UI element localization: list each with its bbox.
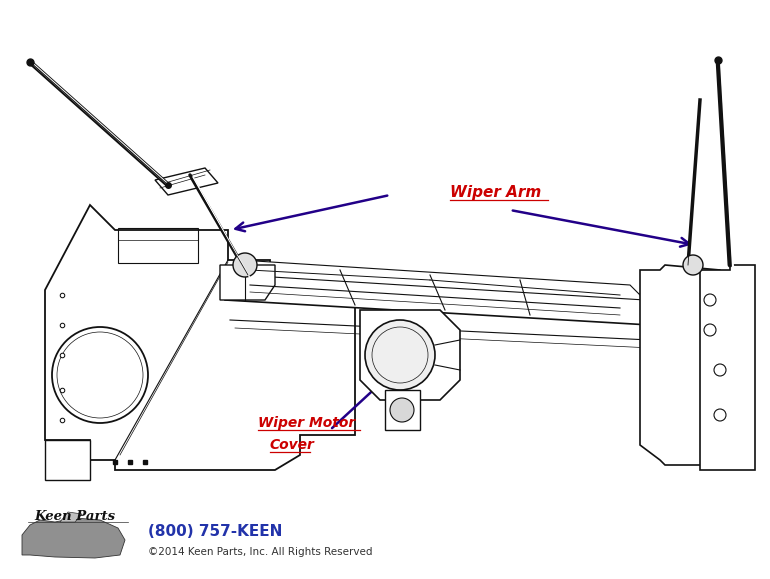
Polygon shape [45,440,90,480]
Polygon shape [240,260,645,300]
Circle shape [683,255,703,275]
Polygon shape [220,265,275,300]
Text: ©2014 Keen Parts, Inc. All Rights Reserved: ©2014 Keen Parts, Inc. All Rights Reserv… [148,547,373,557]
Circle shape [233,253,257,277]
Polygon shape [700,265,755,470]
Circle shape [390,398,414,422]
Polygon shape [640,265,730,465]
Circle shape [365,320,435,390]
Polygon shape [360,310,460,400]
Polygon shape [225,270,670,325]
Polygon shape [22,518,125,558]
Text: Cover: Cover [270,438,315,452]
Text: Wiper Arm: Wiper Arm [450,185,541,200]
Polygon shape [155,168,218,195]
Polygon shape [60,512,82,522]
Bar [118,228,198,263]
Polygon shape [385,390,420,430]
Polygon shape [45,205,355,470]
Text: Keen Parts: Keen Parts [35,510,116,522]
Text: (800) 757-KEEN: (800) 757-KEEN [148,525,283,540]
Text: Wiper Motor: Wiper Motor [258,416,355,430]
